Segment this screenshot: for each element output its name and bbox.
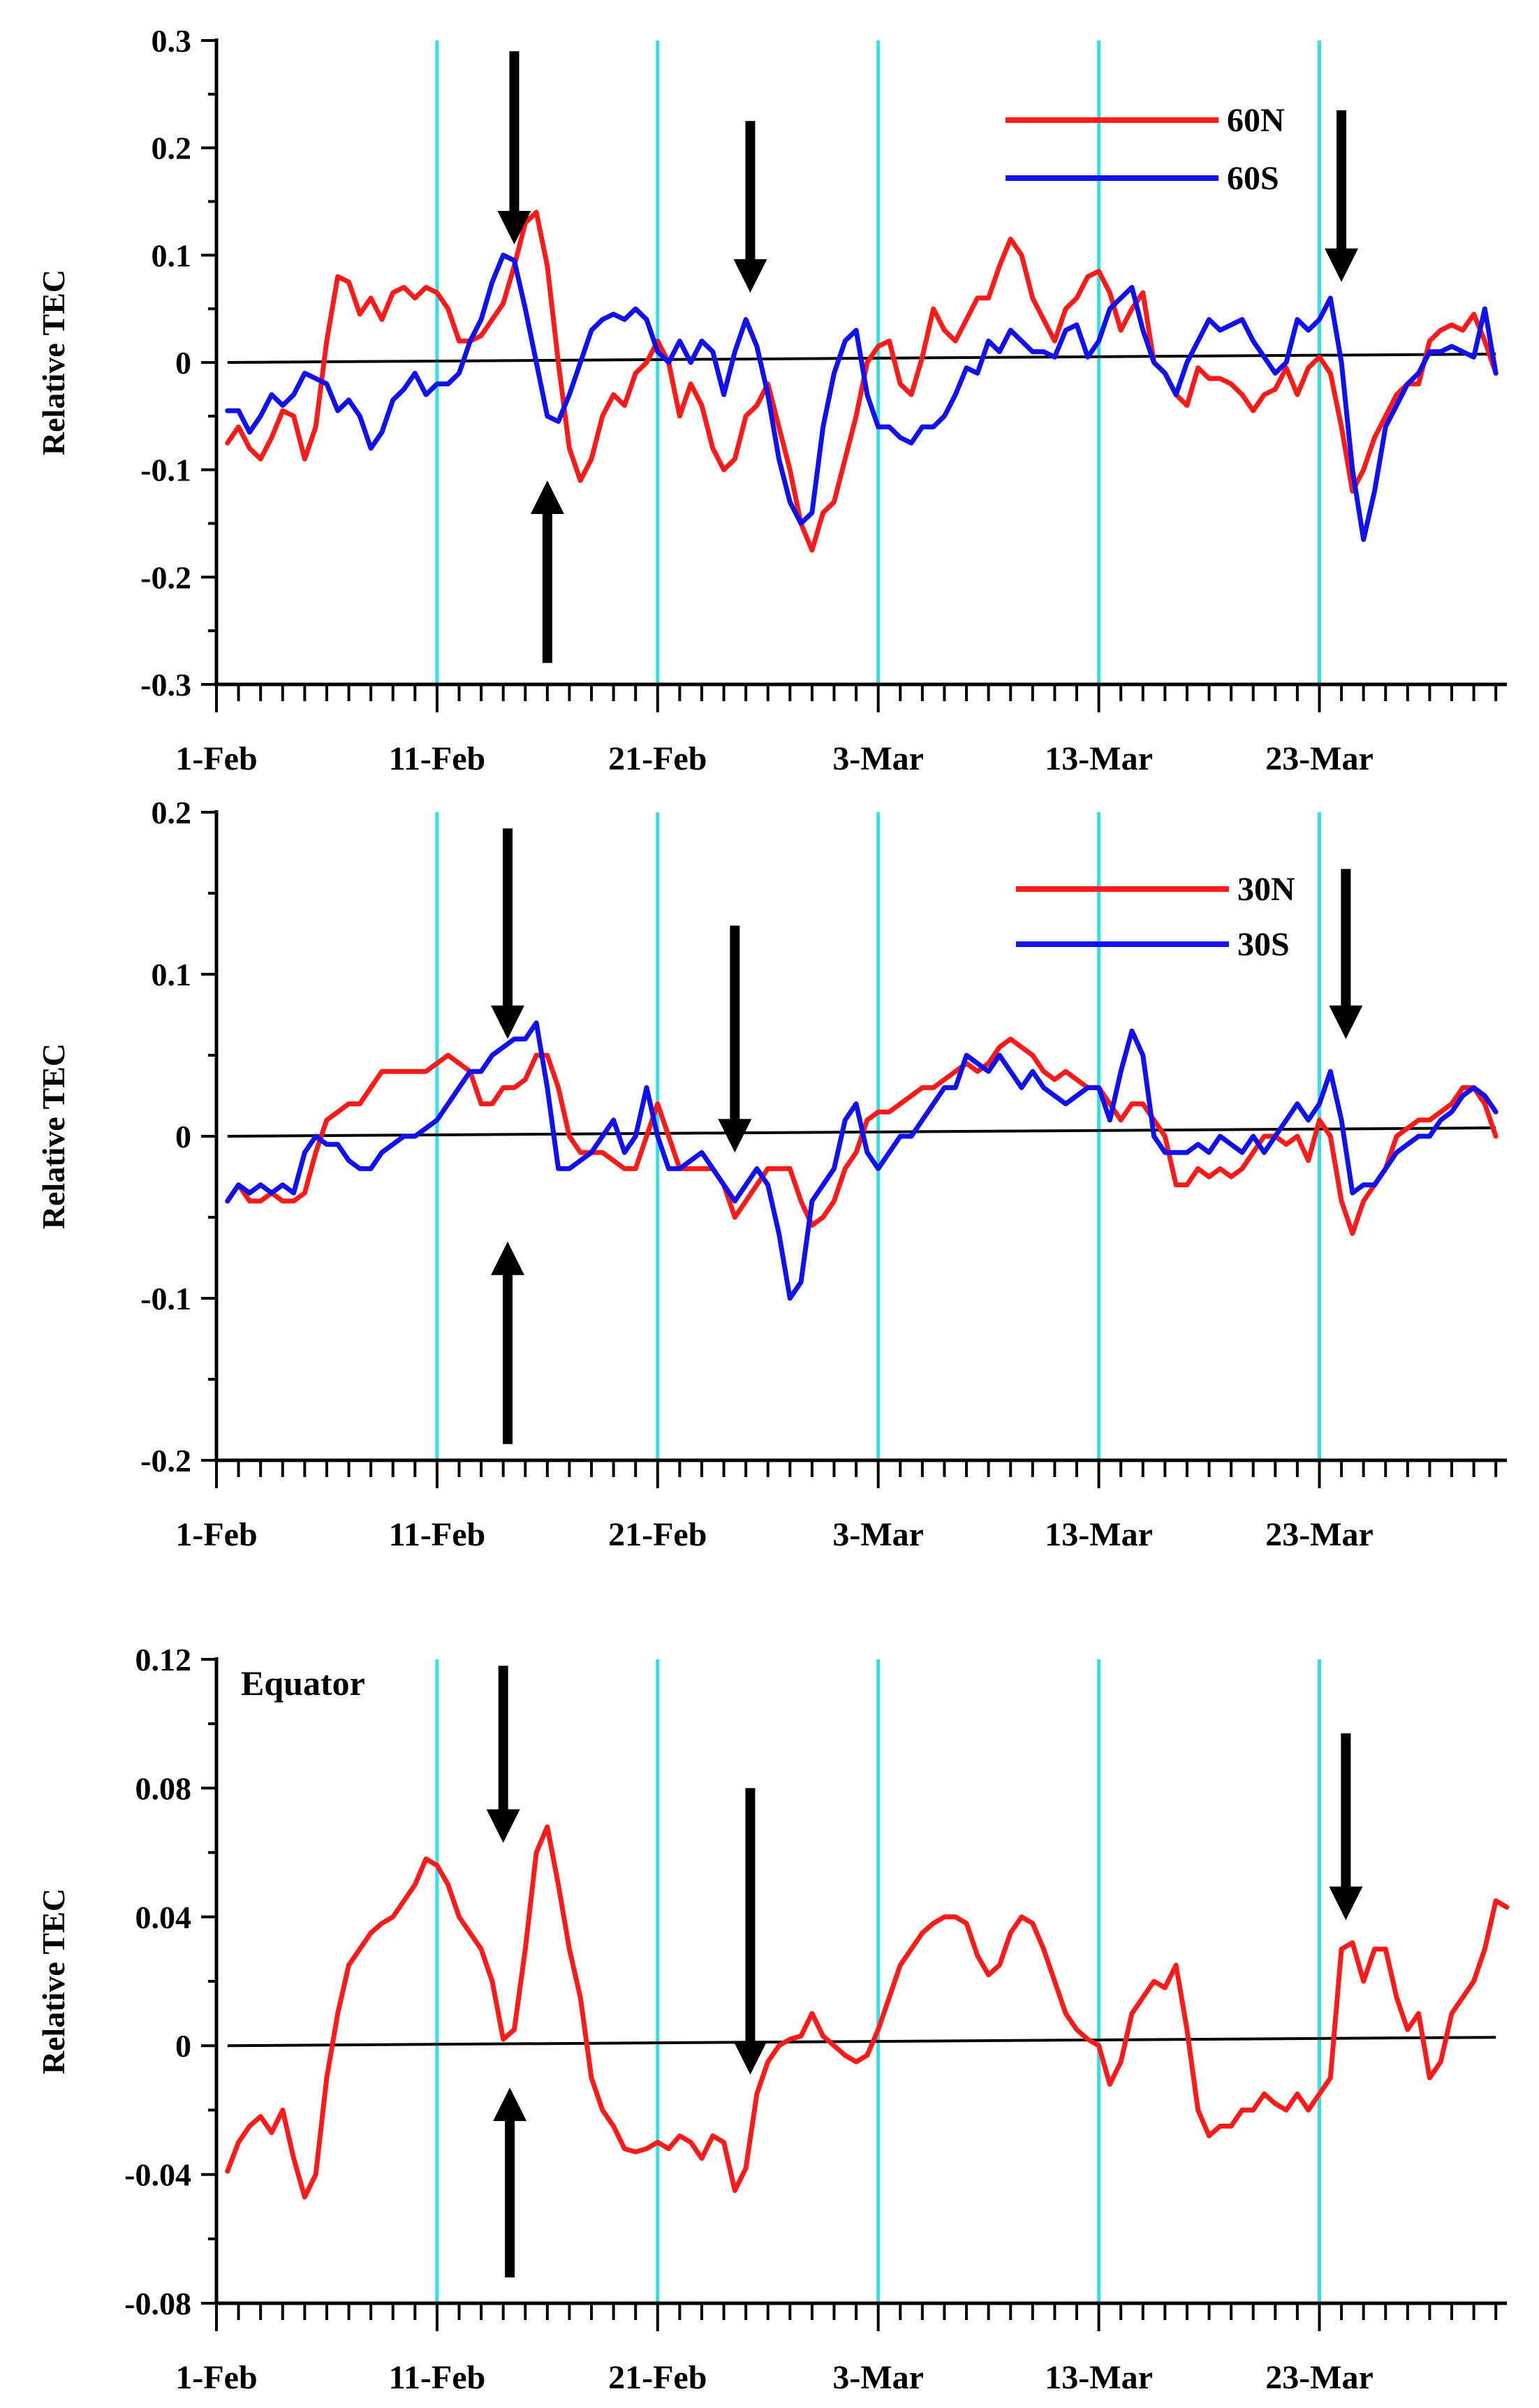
panel-annotation: Equator bbox=[241, 1664, 365, 1703]
legend-label: 60S bbox=[1227, 160, 1279, 197]
legend-label: 30S bbox=[1237, 926, 1290, 963]
arrow-head-down bbox=[718, 1119, 752, 1153]
x-tick-label: 13-Mar bbox=[1045, 1516, 1153, 1553]
x-tick-label: 21-Feb bbox=[608, 1516, 707, 1553]
panel-equator: -0.08 -0.04 0 0.04 0.08 0.12 1-Feb 11-Feb 21-Feb… bbox=[36, 1642, 1510, 2396]
x-tick-label: 23-Mar bbox=[1265, 2359, 1374, 2396]
arrow-head-up bbox=[490, 1241, 524, 1275]
series-line-60s bbox=[225, 252, 1498, 542]
y-tick-label: -0.04 bbox=[124, 2157, 191, 2193]
y-axis-title: Relative TEC bbox=[36, 1043, 71, 1229]
y-tick-label: 0.04 bbox=[135, 1900, 192, 1935]
legend-label: 30N bbox=[1237, 871, 1295, 908]
x-tick-label: 11-Feb bbox=[389, 2359, 486, 2396]
series-line-60n bbox=[225, 210, 1498, 553]
panel-60: -0.3 -0.2 -0.1 0 0.1 0.2 0.3 1-Feb 11-Feb 21-Feb 3… bbox=[36, 23, 1507, 777]
arrow-head-down bbox=[1329, 1886, 1363, 1921]
series-line-30s bbox=[225, 1020, 1498, 1301]
series-line-equator bbox=[225, 1824, 1510, 2200]
y-axis-title: Relative TEC bbox=[36, 270, 71, 455]
arrow-head-up bbox=[493, 2087, 527, 2122]
y-tick-label: 0 bbox=[175, 2028, 191, 2064]
y-tick-label: 0.2 bbox=[152, 795, 192, 830]
arrow-head-up bbox=[530, 480, 564, 515]
x-tick-label: 11-Feb bbox=[389, 740, 486, 777]
y-tick-label: -0.2 bbox=[140, 559, 191, 595]
x-tick-label: 3-Mar bbox=[832, 2359, 924, 2396]
x-tick-label: 3-Mar bbox=[832, 1516, 924, 1553]
legend-label: 60N bbox=[1227, 102, 1285, 139]
y-axis-title: Relative TEC bbox=[36, 1888, 71, 2074]
arrow-head-down bbox=[497, 210, 531, 244]
arrow-head-down bbox=[733, 259, 767, 293]
arrow-head-down bbox=[490, 1005, 524, 1039]
y-tick-label: -0.2 bbox=[140, 1443, 191, 1478]
arrow-head-down bbox=[1325, 248, 1359, 282]
x-tick-label: 3-Mar bbox=[832, 740, 924, 777]
y-tick-label: 0.1 bbox=[152, 237, 192, 273]
y-tick-label: 0 bbox=[175, 1119, 191, 1154]
x-tick-label: 21-Feb bbox=[608, 740, 707, 777]
y-tick-label: -0.3 bbox=[140, 667, 191, 703]
y-tick-label: -0.1 bbox=[140, 1281, 191, 1316]
y-tick-label: 0 bbox=[175, 345, 191, 381]
x-tick-label: 13-Mar bbox=[1045, 740, 1153, 777]
arrow-head-down bbox=[733, 2041, 767, 2075]
x-tick-label: 1-Feb bbox=[175, 1516, 257, 1553]
x-tick-label: 1-Feb bbox=[175, 740, 257, 777]
x-tick-label: 23-Mar bbox=[1265, 1516, 1374, 1553]
arrow-head-down bbox=[486, 1809, 520, 1843]
y-tick-label: -0.08 bbox=[124, 2286, 191, 2321]
x-tick-label: 21-Feb bbox=[608, 2359, 707, 2396]
y-tick-label: 0.2 bbox=[152, 131, 192, 166]
y-tick-label: 0.3 bbox=[152, 23, 192, 59]
x-tick-label: 13-Mar bbox=[1045, 2359, 1153, 2396]
y-tick-label: 0.1 bbox=[152, 957, 192, 992]
x-tick-label: 23-Mar bbox=[1265, 740, 1374, 777]
x-tick-label: 1-Feb bbox=[175, 2359, 257, 2396]
arrow-head-down bbox=[1329, 1005, 1363, 1039]
y-tick-label: 0.12 bbox=[135, 1642, 192, 1677]
y-tick-label: 0.08 bbox=[135, 1770, 192, 1806]
x-tick-label: 11-Feb bbox=[389, 1516, 486, 1553]
y-tick-label: -0.1 bbox=[140, 453, 191, 488]
panel-30: -0.2 -0.1 0 0.1 0.2 1-Feb 11-Feb 21-Feb 3-Mar 13-… bbox=[36, 795, 1507, 1553]
zero-trend-line bbox=[227, 2036, 1496, 2048]
